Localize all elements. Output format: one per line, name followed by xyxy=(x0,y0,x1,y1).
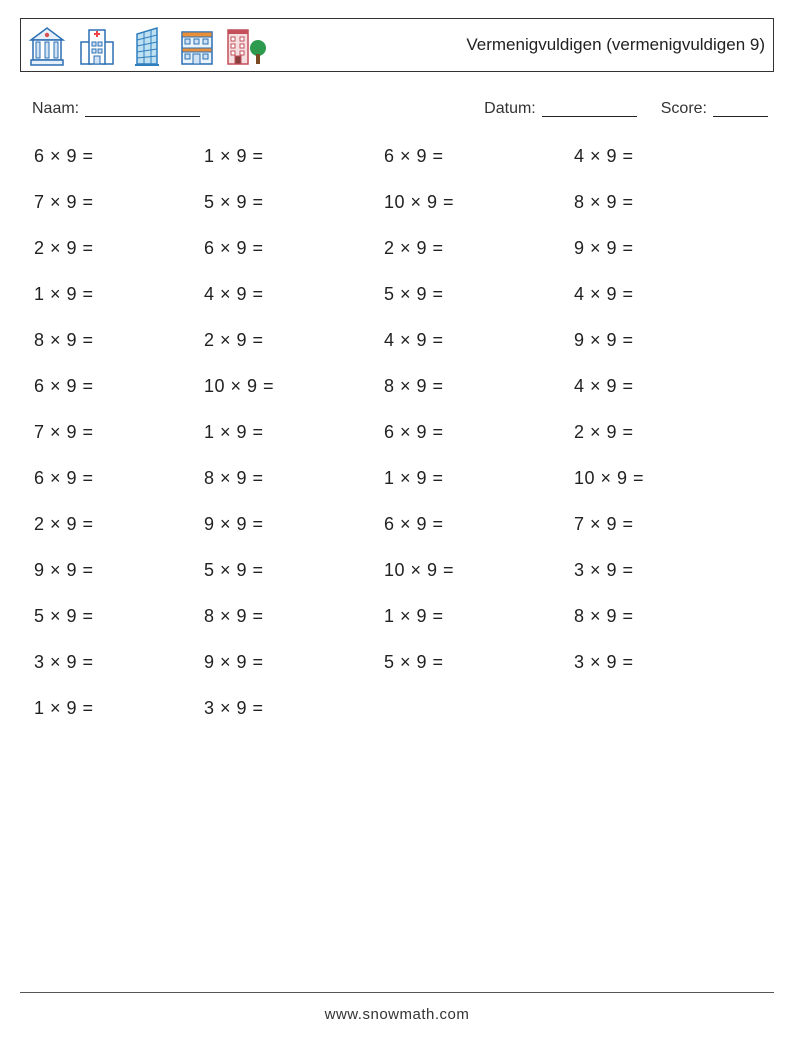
problem-cell: 6 × 9 = xyxy=(384,146,574,167)
problem-cell: 5 × 9 = xyxy=(384,284,574,305)
problem-cell: 3 × 9 = xyxy=(574,560,754,581)
problem-cell: 8 × 9 = xyxy=(204,468,384,489)
problem-cell: 7 × 9 = xyxy=(34,422,204,443)
worksheet-title: Vermenigvuldigen (vermenigvuldigen 9) xyxy=(466,35,765,55)
problem-cell: 5 × 9 = xyxy=(34,606,204,627)
problems-row: 7 × 9 =1 × 9 =6 × 9 =2 × 9 = xyxy=(34,422,774,468)
problem-cell: 9 × 9 = xyxy=(34,560,204,581)
problem-cell: 5 × 9 = xyxy=(204,192,384,213)
problem-cell: 6 × 9 = xyxy=(384,514,574,535)
problems-row: 1 × 9 =3 × 9 = xyxy=(34,698,774,744)
problems-row: 2 × 9 =6 × 9 =2 × 9 =9 × 9 = xyxy=(34,238,774,284)
problem-cell: 4 × 9 = xyxy=(384,330,574,351)
problem-cell: 9 × 9 = xyxy=(204,514,384,535)
problems-row: 5 × 9 =8 × 9 =1 × 9 =8 × 9 = xyxy=(34,606,774,652)
problem-cell: 1 × 9 = xyxy=(34,698,204,719)
date-blank[interactable] xyxy=(542,100,637,117)
problem-cell: 2 × 9 = xyxy=(384,238,574,259)
problems-row: 8 × 9 =2 × 9 =4 × 9 =9 × 9 = xyxy=(34,330,774,376)
problems-row: 3 × 9 =9 × 9 =5 × 9 =3 × 9 = xyxy=(34,652,774,698)
problem-cell: 5 × 9 = xyxy=(384,652,574,673)
header-box: Vermenigvuldigen (vermenigvuldigen 9) xyxy=(20,18,774,72)
score-blank[interactable] xyxy=(713,100,768,117)
problem-cell: 9 × 9 = xyxy=(574,238,754,259)
problem-cell: 6 × 9 = xyxy=(34,376,204,397)
problem-cell: 6 × 9 = xyxy=(34,468,204,489)
problem-cell: 4 × 9 = xyxy=(574,146,754,167)
problem-cell: 3 × 9 = xyxy=(204,698,384,719)
problem-cell: 7 × 9 = xyxy=(574,514,754,535)
problem-cell: 4 × 9 = xyxy=(574,376,754,397)
problem-cell: 8 × 9 = xyxy=(574,192,754,213)
date-field: Datum: xyxy=(484,100,637,118)
problem-cell: 8 × 9 = xyxy=(34,330,204,351)
problem-cell: 6 × 9 = xyxy=(384,422,574,443)
problem-cell: 1 × 9 = xyxy=(384,468,574,489)
problem-cell: 2 × 9 = xyxy=(204,330,384,351)
name-field: Naam: xyxy=(32,100,200,118)
bank-building-icon xyxy=(25,22,69,68)
hospital-building-icon xyxy=(75,22,119,68)
problem-cell: 10 × 9 = xyxy=(384,192,574,213)
problem-cell: 4 × 9 = xyxy=(574,284,754,305)
problem-cell: 2 × 9 = xyxy=(34,514,204,535)
problem-cell: 1 × 9 = xyxy=(204,422,384,443)
problems-row: 1 × 9 =4 × 9 =5 × 9 =4 × 9 = xyxy=(34,284,774,330)
worksheet-page: Vermenigvuldigen (vermenigvuldigen 9) Na… xyxy=(0,0,794,1053)
problem-cell: 10 × 9 = xyxy=(204,376,384,397)
problem-cell: 10 × 9 = xyxy=(384,560,574,581)
problems-row: 6 × 9 =8 × 9 =1 × 9 =10 × 9 = xyxy=(34,468,774,514)
problems-row: 9 × 9 =5 × 9 =10 × 9 =3 × 9 = xyxy=(34,560,774,606)
problem-cell: 4 × 9 = xyxy=(204,284,384,305)
problem-cell: 1 × 9 = xyxy=(204,146,384,167)
problem-cell: 8 × 9 = xyxy=(384,376,574,397)
problems-row: 6 × 9 =10 × 9 =8 × 9 =4 × 9 = xyxy=(34,376,774,422)
problem-cell: 8 × 9 = xyxy=(204,606,384,627)
problem-cell: 5 × 9 = xyxy=(204,560,384,581)
date-label: Datum: xyxy=(484,100,536,118)
footer-divider xyxy=(20,992,774,993)
footer-url: www.snowmath.com xyxy=(0,1006,794,1023)
problem-cell: 2 × 9 = xyxy=(574,422,754,443)
office-building-icon xyxy=(175,22,219,68)
problem-cell: 7 × 9 = xyxy=(34,192,204,213)
problem-cell: 6 × 9 = xyxy=(204,238,384,259)
apartment-tree-icon xyxy=(225,22,269,68)
problem-cell: 9 × 9 = xyxy=(204,652,384,673)
problem-cell: 6 × 9 = xyxy=(34,146,204,167)
problem-cell: 8 × 9 = xyxy=(574,606,754,627)
problems-row: 7 × 9 =5 × 9 =10 × 9 =8 × 9 = xyxy=(34,192,774,238)
name-blank[interactable] xyxy=(85,100,200,117)
problems-grid: 6 × 9 =1 × 9 =6 × 9 =4 × 9 =7 × 9 =5 × 9… xyxy=(20,146,774,744)
info-row: Naam: Datum: Score: xyxy=(20,100,774,118)
score-field: Score: xyxy=(661,100,768,118)
glass-tower-icon xyxy=(125,22,169,68)
problems-row: 2 × 9 =9 × 9 =6 × 9 =7 × 9 = xyxy=(34,514,774,560)
problem-cell: 2 × 9 = xyxy=(34,238,204,259)
problem-cell: 9 × 9 = xyxy=(574,330,754,351)
problem-cell: 10 × 9 = xyxy=(574,468,754,489)
problem-cell: 3 × 9 = xyxy=(574,652,754,673)
header-icons xyxy=(25,22,269,68)
problem-cell: 1 × 9 = xyxy=(34,284,204,305)
problem-cell: 3 × 9 = xyxy=(34,652,204,673)
problems-row: 6 × 9 =1 × 9 =6 × 9 =4 × 9 = xyxy=(34,146,774,192)
name-label: Naam: xyxy=(32,100,79,118)
problem-cell: 1 × 9 = xyxy=(384,606,574,627)
score-label: Score: xyxy=(661,100,707,118)
